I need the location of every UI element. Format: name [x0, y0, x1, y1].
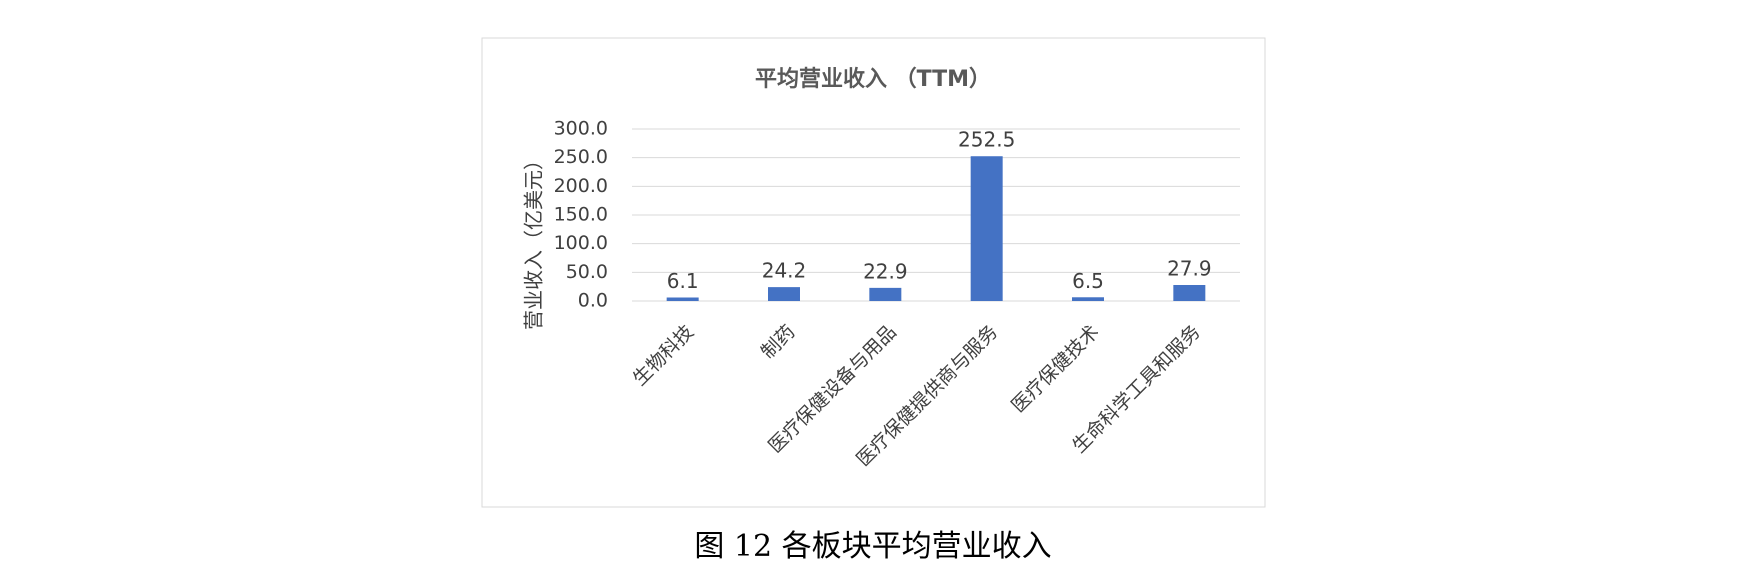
y-tick-label: 250.0 [554, 146, 608, 168]
bar [666, 297, 699, 301]
y-tick-label: 50.0 [566, 261, 608, 283]
y-axis-label: 营业收入（亿美元） [522, 150, 546, 330]
data-label: 27.9 [1167, 257, 1212, 281]
data-label: 22.9 [863, 259, 908, 283]
bar [869, 287, 902, 301]
y-tick-label: 150.0 [554, 204, 608, 226]
y-tick-label: 0.0 [578, 290, 608, 312]
data-label: 24.2 [762, 259, 807, 283]
bar [970, 156, 1003, 301]
y-tick-label: 200.0 [554, 175, 608, 197]
y-tick-label: 300.0 [554, 118, 608, 140]
caption: 图 12 各板块平均营业收入 [694, 529, 1051, 564]
data-label: 252.5 [958, 128, 1015, 152]
y-tick-label: 100.0 [554, 232, 608, 254]
data-label: 6.1 [667, 269, 699, 293]
chart-title: 平均营业收入 （TTM） [755, 66, 991, 92]
bar [1173, 285, 1206, 301]
bar [1072, 297, 1104, 301]
bar [768, 287, 800, 301]
data-label: 6.5 [1072, 269, 1104, 293]
